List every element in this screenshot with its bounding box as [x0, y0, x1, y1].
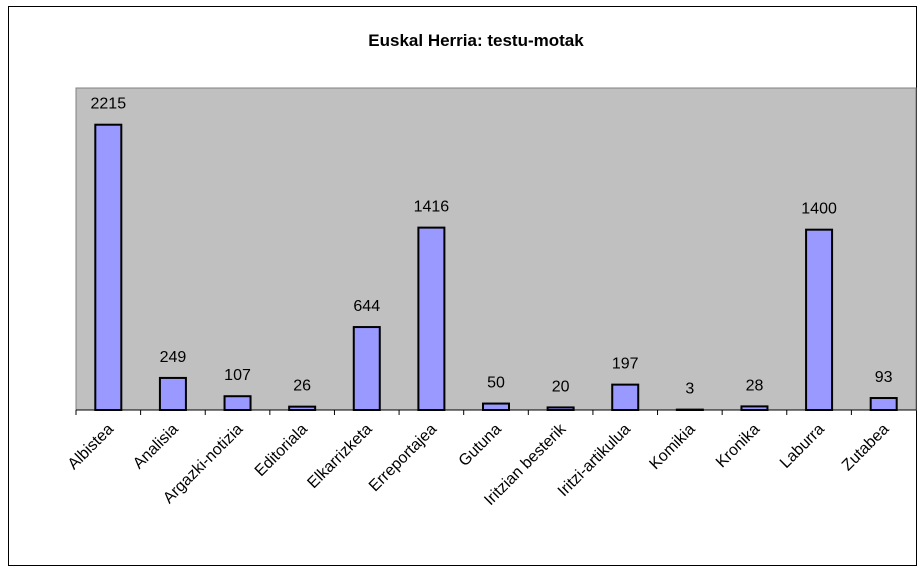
bar — [869, 397, 898, 412]
data-label: 197 — [612, 356, 639, 373]
data-label: 93 — [875, 369, 893, 386]
bar — [158, 376, 187, 412]
data-label: 26 — [293, 378, 311, 395]
data-label: 20 — [552, 378, 570, 395]
bar — [288, 405, 317, 412]
data-label: 2215 — [91, 96, 127, 113]
data-label: 3 — [685, 381, 694, 398]
data-label: 1416 — [414, 199, 450, 216]
chart-title: Euskal Herria: testu-motak — [368, 31, 584, 50]
bar — [94, 123, 123, 411]
bar — [611, 383, 640, 412]
bar — [482, 402, 510, 411]
bar — [417, 226, 446, 411]
data-label: 249 — [160, 349, 187, 366]
plot-area — [75, 87, 917, 411]
data-label: 28 — [746, 377, 764, 394]
bar — [223, 395, 252, 412]
bar — [352, 326, 381, 411]
data-label: 107 — [224, 367, 251, 384]
data-label: 1400 — [801, 201, 837, 218]
data-label: 50 — [487, 375, 505, 392]
bar — [805, 228, 834, 411]
data-label: 644 — [353, 298, 380, 315]
bar — [740, 405, 769, 411]
